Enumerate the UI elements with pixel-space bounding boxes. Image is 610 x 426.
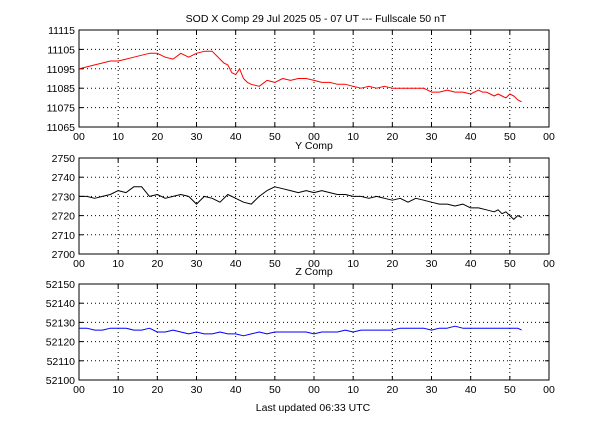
x-tick-label: 20 — [386, 258, 398, 270]
y-tick-label: 2730 — [52, 191, 76, 203]
x-tick-label: 20 — [151, 258, 163, 270]
x-tick-label: 30 — [191, 384, 203, 396]
x-tick-label: 10 — [347, 258, 359, 270]
panel-0: 00 10 20 30 40 50 00 10 20 30 40 50 0011065110751108… — [47, 25, 555, 143]
x-tick-label: 10 — [347, 131, 359, 143]
y-tick-label: 11105 — [47, 44, 75, 56]
panels: 00 10 20 30 40 50 00 10 20 30 40 50 0011065110751108… — [46, 25, 555, 396]
x-tick-label: 30 — [426, 131, 438, 143]
x-tick-label: 40 — [465, 258, 477, 270]
x-tick-label: 00 — [543, 258, 555, 270]
x-tick-label: 20 — [386, 384, 398, 396]
y-tick-label: 52120 — [46, 337, 75, 349]
series-line — [79, 325, 522, 337]
y-tick-label: 52150 — [46, 279, 75, 291]
x-tick-label: 20 — [151, 384, 163, 396]
y-tick-label: 52110 — [47, 356, 76, 368]
x-tick-label: 40 — [230, 384, 242, 396]
x-tick-label: 10 — [347, 384, 359, 396]
y-tick-label: 11085 — [47, 83, 76, 95]
x-tick-label: 30 — [191, 131, 203, 143]
x-tick-label: 00 — [308, 131, 320, 143]
x-tick-label: 00 — [543, 384, 555, 396]
x-tick-label: 10 — [112, 384, 124, 396]
x-tick-label: 00 — [73, 384, 85, 396]
chart-title: SOD X Comp 29 Jul 2025 05 - 07 UT --- Fu… — [186, 13, 447, 25]
x-tick-label: 40 — [465, 384, 477, 396]
y-tick-label: 2700 — [52, 249, 76, 261]
panel-label: Y Comp — [295, 140, 333, 152]
x-tick-label: 40 — [230, 131, 242, 143]
chart-footer: Last updated 06:33 UTC — [256, 402, 371, 414]
x-tick-label: 20 — [386, 131, 398, 143]
y-tick-label: 2740 — [52, 172, 76, 184]
y-tick-label: 11095 — [47, 64, 76, 76]
x-tick-label: 00 — [73, 258, 85, 270]
x-tick-label: 00 — [308, 258, 320, 270]
x-tick-label: 40 — [465, 131, 477, 143]
y-tick-label: 2720 — [52, 211, 76, 223]
y-tick-label: 52130 — [46, 317, 75, 329]
panel-2: 00 10 20 30 40 50 00 10 20 30 40 50 0052100521105212… — [46, 266, 555, 396]
x-tick-label: 30 — [426, 384, 438, 396]
y-tick-label: 11075 — [47, 103, 76, 115]
panel-1: 00 10 20 30 40 50 00 10 20 30 40 50 0027002710272027… — [52, 140, 555, 270]
x-tick-label: 30 — [191, 258, 203, 270]
x-tick-label: 00 — [73, 131, 85, 143]
x-tick-label: 10 — [112, 258, 124, 270]
y-tick-label: 52140 — [46, 298, 75, 310]
panel-label: Z Comp — [295, 266, 333, 278]
x-tick-label: 50 — [504, 131, 516, 143]
series-line — [78, 50, 522, 103]
series-line — [79, 186, 522, 220]
y-tick-label: 11065 — [47, 122, 76, 134]
x-tick-label: 30 — [426, 258, 438, 270]
x-tick-label: 50 — [269, 384, 281, 396]
x-tick-label: 50 — [504, 384, 516, 396]
y-tick-label: 2710 — [52, 230, 76, 242]
y-tick-label: 2750 — [52, 153, 76, 165]
x-tick-label: 50 — [269, 258, 281, 270]
x-tick-label: 20 — [151, 131, 163, 143]
x-tick-label: 00 — [308, 384, 320, 396]
x-tick-label: 40 — [230, 258, 242, 270]
x-tick-label: 00 — [543, 131, 555, 143]
y-tick-label: 11115 — [48, 25, 75, 37]
x-tick-label: 50 — [269, 131, 281, 143]
x-tick-label: 10 — [112, 131, 124, 143]
x-tick-label: 50 — [504, 258, 516, 270]
y-tick-label: 52100 — [46, 375, 75, 387]
